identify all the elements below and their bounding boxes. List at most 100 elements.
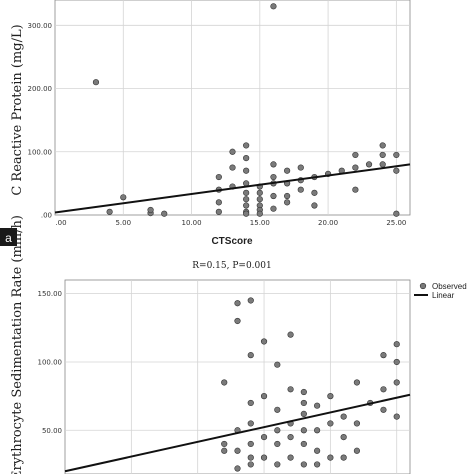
data-point (221, 440, 228, 448)
data-point (247, 297, 254, 304)
data-point (274, 361, 281, 368)
fit-line-b (64, 393, 411, 473)
ticks-b: 50.00 100.00 150.00 (38, 290, 63, 435)
data-point (260, 338, 268, 345)
data-point (270, 161, 277, 168)
regression-line (64, 393, 411, 473)
data-point (340, 434, 347, 441)
data-point (393, 358, 400, 366)
y-tick-label: 150.00 (38, 290, 63, 298)
data-point (243, 210, 250, 217)
x-tick-label: 10.00 (182, 219, 202, 227)
legend-linear-label: Linear (432, 291, 455, 300)
x-axis-title-a: CTScore (211, 236, 253, 247)
data-point (120, 194, 127, 201)
points-b (221, 297, 400, 472)
data-point (274, 427, 281, 434)
data-point (314, 402, 321, 409)
data-point (270, 192, 277, 200)
data-point (243, 202, 250, 209)
regression-line (54, 163, 411, 214)
x-tick-label: .00 (55, 219, 66, 227)
data-point (234, 300, 241, 307)
data-point (270, 173, 277, 181)
data-point (287, 434, 294, 441)
data-point (327, 454, 334, 461)
data-point (311, 202, 318, 209)
data-point (274, 406, 281, 413)
data-point (300, 388, 307, 396)
panel-a: .00 100.00 200.00 300.00 .00 5.00 10.00 15.00 20… (0, 0, 411, 247)
data-point (221, 379, 228, 386)
data-point (353, 379, 361, 386)
data-point (260, 434, 268, 441)
data-point (365, 161, 373, 168)
data-point (92, 79, 100, 86)
data-point (380, 352, 387, 359)
y-tick-label: 100.00 (38, 358, 63, 366)
data-point (287, 454, 294, 461)
y-tick-label: .00 (41, 212, 52, 220)
data-point (270, 3, 277, 10)
data-point (300, 399, 307, 407)
data-point (314, 427, 321, 434)
data-point (161, 210, 168, 217)
data-point (270, 205, 277, 212)
data-point (260, 454, 268, 461)
data-point (243, 167, 250, 174)
data-point (300, 427, 307, 434)
data-point (247, 399, 254, 407)
data-point (260, 393, 268, 400)
plot-area-a (54, 0, 411, 216)
data-point (229, 164, 236, 171)
data-point (247, 461, 254, 468)
y-tick-label: 50.00 (42, 427, 62, 435)
data-point (379, 142, 386, 149)
fit-line-a (54, 163, 411, 214)
data-point (247, 420, 254, 427)
data-point (379, 151, 386, 159)
plot-area-b (64, 279, 411, 474)
data-point (256, 189, 263, 196)
data-point (243, 189, 250, 196)
data-point (340, 454, 347, 461)
data-point (256, 210, 263, 217)
data-point (234, 317, 241, 325)
data-point (243, 154, 250, 162)
data-point (243, 196, 250, 203)
data-point (393, 341, 400, 348)
data-point (287, 386, 294, 393)
data-point (393, 151, 400, 159)
y-axis-title-a: C Reactive Protein (mg/L) (10, 24, 25, 195)
data-point (274, 461, 281, 468)
data-point (352, 186, 359, 193)
data-point (352, 164, 359, 171)
data-point (393, 210, 400, 217)
data-point (274, 440, 281, 448)
data-point (300, 410, 307, 417)
data-point (147, 206, 154, 214)
data-point (380, 386, 387, 393)
y-tick-label: 100.00 (28, 148, 53, 156)
data-point (215, 173, 222, 181)
y-tick-label: 200.00 (28, 85, 53, 93)
data-point (380, 406, 387, 413)
panel-label-box (0, 228, 17, 246)
data-point (327, 393, 334, 400)
data-point (340, 413, 347, 420)
legend-observed-marker (419, 282, 427, 290)
data-point (215, 199, 222, 206)
data-point (243, 142, 250, 149)
data-point (300, 461, 307, 468)
y-axis-title-b: Erythrocyte Sedimentation Rate (mm/h) (10, 215, 25, 474)
ticks-a: .00 100.00 200.00 300.00 .00 5.00 10.00 15.00 20… (28, 22, 407, 227)
data-point (353, 420, 361, 427)
data-point (247, 440, 254, 448)
data-point (297, 186, 304, 193)
data-point (314, 447, 321, 454)
data-point (297, 164, 304, 171)
y-tick-label: 300.00 (28, 22, 53, 30)
data-point (393, 413, 400, 420)
data-point (215, 208, 222, 215)
